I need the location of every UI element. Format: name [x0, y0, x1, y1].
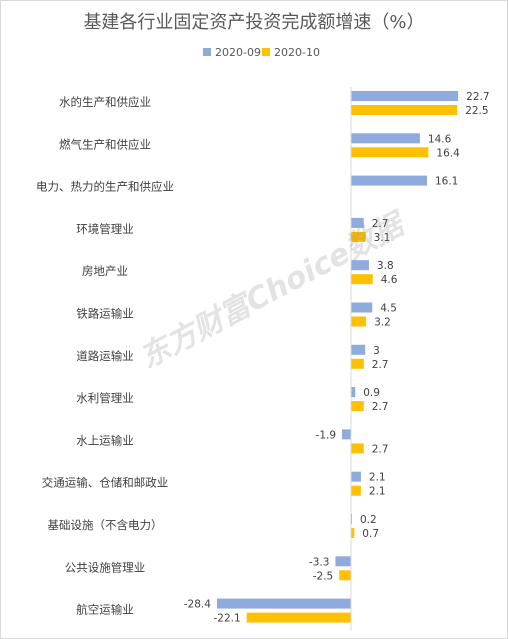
data-label: 0.9 — [363, 387, 380, 399]
data-label: 22.7 — [466, 91, 489, 103]
data-label: 0.2 — [360, 514, 377, 526]
bar-2020-10 — [351, 147, 429, 158]
bar-2020-09 — [335, 556, 351, 567]
legend-swatch-2020-10 — [262, 48, 270, 56]
bar-2020-10 — [246, 612, 351, 623]
category-label: 铁路运输业 — [76, 307, 134, 321]
data-label: -28.4 — [184, 599, 211, 611]
bar-2020-09 — [351, 387, 356, 398]
bar-2020-10 — [351, 443, 364, 454]
legend-label-2020-09: 2020-09 — [215, 46, 261, 59]
category-label: 道路运输业 — [76, 349, 134, 363]
chart-title: 基建各行业固定资产投资完成额增速（%） — [83, 12, 424, 33]
category-label: 水利管理业 — [76, 391, 134, 405]
category-label: 环境管理业 — [76, 222, 134, 236]
data-label: 3 — [373, 345, 380, 357]
data-label: 16.4 — [436, 147, 460, 159]
data-label: 3.2 — [374, 317, 391, 329]
bar-2020-09 — [351, 344, 366, 355]
data-label: -2.5 — [313, 570, 334, 582]
data-label: 3.1 — [374, 232, 391, 244]
category-label: 水上运输业 — [76, 433, 134, 447]
data-label: 2.7 — [372, 218, 389, 230]
data-label: 2.7 — [372, 359, 389, 371]
bar-2020-10 — [351, 316, 367, 327]
data-label: 2.1 — [369, 486, 386, 498]
legend-label-2020-10: 2020-10 — [274, 46, 320, 59]
data-label: -22.1 — [214, 613, 241, 625]
data-label: 3.8 — [377, 260, 394, 272]
data-label: 22.5 — [465, 105, 488, 117]
category-label: 水的生产和供应业 — [59, 95, 151, 109]
bar-2020-10 — [351, 231, 366, 242]
bars — [216, 91, 459, 623]
watermark: 东方财富Choice数据 — [134, 205, 413, 376]
bar-2020-09 — [351, 471, 361, 482]
bar-2020-09 — [351, 175, 427, 186]
category-label: 房地产业 — [82, 264, 128, 278]
category-label: 航空运输业 — [76, 603, 134, 617]
data-label: 4.5 — [380, 303, 397, 315]
data-label: 2.7 — [372, 443, 389, 455]
legend: 2020-09 2020-10 — [203, 46, 320, 59]
bar-2020-10 — [351, 274, 373, 285]
bar-2020-10 — [351, 485, 361, 496]
bar-2020-10 — [339, 570, 351, 581]
data-labels: 22.7 22.5 14.6 16.4 16.1 2.7 3.1 3.8 4.6 4.5 3.2 3 2… — [184, 91, 490, 625]
data-label: -1.9 — [316, 429, 337, 441]
bar-2020-09 — [216, 598, 351, 609]
bar-2020-09 — [351, 302, 373, 313]
data-label: -3.3 — [309, 556, 330, 568]
bar-2020-10 — [351, 358, 364, 369]
data-label: 4.6 — [381, 274, 398, 286]
bar-2020-10 — [351, 401, 364, 412]
bar-2020-09 — [351, 260, 369, 271]
data-label: 2.1 — [369, 472, 386, 484]
bar-2020-10 — [351, 105, 458, 115]
legend-swatch-2020-09 — [203, 48, 211, 56]
bar-2020-10 — [351, 528, 355, 538]
bar-2020-09 — [342, 429, 351, 440]
bar-2020-09 — [351, 217, 364, 228]
category-axis: 水的生产和供应业燃气生产和供应业电力、热力的生产和供应业环境管理业房地产业铁路运… — [36, 95, 174, 617]
data-label: 0.7 — [362, 528, 379, 540]
category-label: 电力、热力的生产和供应业 — [36, 180, 174, 194]
data-label: 14.6 — [428, 133, 452, 145]
category-label: 基础设施（不含电力） — [48, 518, 163, 532]
category-label: 燃气生产和供应业 — [59, 137, 151, 151]
category-label: 公共设施管理业 — [65, 560, 146, 574]
bar-2020-09 — [351, 91, 459, 101]
data-label: 2.7 — [372, 401, 389, 413]
category-label: 交通运输、仓储和邮政业 — [42, 476, 169, 490]
bar-2020-09 — [351, 133, 420, 144]
data-label: 16.1 — [435, 176, 458, 188]
